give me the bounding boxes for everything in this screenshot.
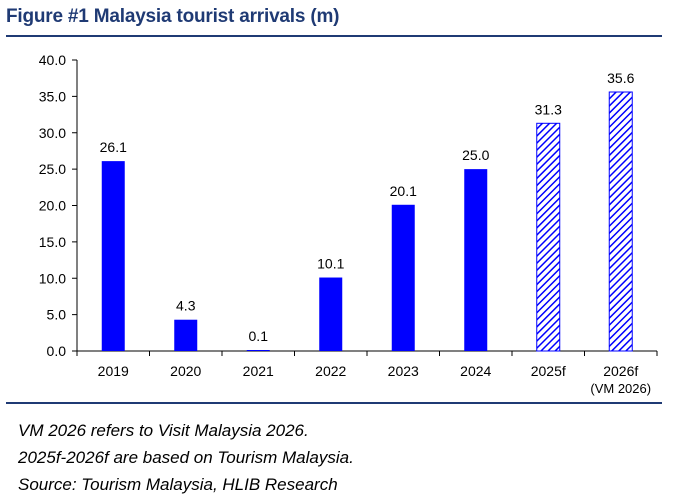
data-label-2024: 25.0: [462, 147, 489, 163]
x-tick-label-2020: 2020: [170, 363, 201, 379]
x-tick-label-2019: 2019: [98, 363, 129, 379]
data-label-2020: 4.3: [176, 298, 196, 314]
chart-title: Figure #1 Malaysia tourist arrivals (m): [6, 6, 340, 27]
note-source: Source: Tourism Malaysia, HLIB Research: [18, 475, 338, 494]
y-tick-label: 30.0: [39, 125, 66, 141]
x-tick-label-2023: 2023: [388, 363, 419, 379]
x-tick-label-2022: 2022: [315, 363, 346, 379]
bar-2023: [391, 204, 415, 351]
y-tick-label: 5.0: [47, 307, 67, 323]
title-rule: [6, 35, 662, 37]
bar-2026f: [608, 91, 633, 352]
bar-2019: [101, 161, 125, 351]
x-tick-label-2021: 2021: [243, 363, 274, 379]
y-tick-label: 0.0: [47, 343, 67, 359]
bar-2020: [174, 319, 198, 351]
data-label-2019: 26.1: [100, 139, 127, 155]
data-label-2023: 20.1: [390, 183, 417, 199]
y-tick-label: 20.0: [39, 198, 66, 214]
y-tick-label: 40.0: [39, 52, 66, 68]
bar-2024: [464, 169, 488, 351]
y-tick-label: 10.0: [39, 270, 66, 286]
data-label-2026f: 35.6: [607, 70, 634, 86]
x-tick-sublabel-2026f: (VM 2026): [590, 381, 651, 396]
x-tick-label-2026f: 2026f: [603, 363, 638, 379]
y-tick-label: 25.0: [39, 161, 66, 177]
bar-2021: [246, 350, 270, 351]
y-tick-label: 15.0: [39, 234, 66, 250]
chart-frame: [6, 39, 662, 404]
note-forecast-basis: 2025f-2026f are based on Tourism Malaysi…: [18, 448, 354, 467]
data-label-2022: 10.1: [317, 256, 344, 272]
bar-2025f: [536, 122, 561, 352]
data-label-2025f: 31.3: [535, 101, 562, 117]
x-tick-label-2024: 2024: [460, 363, 491, 379]
bar-chart: 0.0 5.0 10.0 15.0 20.0 25.0 30.0 35.0 40.0 26.1 2…: [39, 52, 658, 396]
x-tick-label-2025f: 2025f: [531, 363, 566, 379]
data-label-2021: 0.1: [249, 328, 269, 344]
note-vm2026: VM 2026 refers to Visit Malaysia 2026.: [18, 421, 309, 440]
chart-notes: VM 2026 refers to Visit Malaysia 2026. 2…: [18, 417, 354, 498]
y-tick-label: 35.0: [39, 88, 66, 104]
bar-2022: [319, 277, 343, 351]
